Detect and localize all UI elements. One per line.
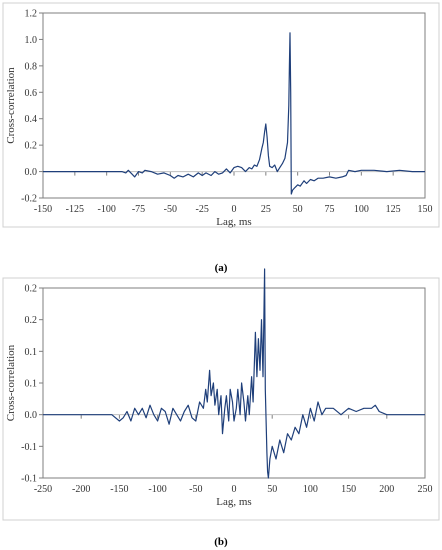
y-tick-label: 0.6 [25, 88, 38, 99]
y-tick-label: -0.1 [21, 474, 37, 485]
chart-panel-a: -0.2 0.0 0.2 0.4 0.6 0.8 1.0 1.2 -150 -125 -100 -75… [2, 2, 440, 274]
x-tick-label: 25 [261, 204, 271, 215]
x-tick-label: 50 [267, 484, 277, 495]
x-tick-label: 125 [386, 204, 401, 215]
chart-frame [2, 277, 440, 521]
x-tick-label: -150 [34, 204, 52, 215]
x-tick-label: 0 [232, 484, 237, 495]
chart-panel-b: -0.1 -0.1 0.0 0.1 0.1 0.2 0.2 -250 -200 -150 -100 -… [2, 268, 440, 548]
x-tick-label: -75 [132, 204, 145, 215]
x-tick-label: 0 [232, 204, 237, 215]
x-tick-label: 250 [418, 484, 433, 495]
y-tick-label: 0.2 [25, 284, 38, 295]
plot-area [42, 287, 426, 479]
y-tick-label: 0.0 [25, 167, 38, 178]
series-line [43, 268, 425, 479]
x-axis-title: Lag, ms [216, 216, 251, 228]
y-tick-label: 0.4 [25, 114, 38, 125]
x-tick-label: -200 [72, 484, 90, 495]
x-tick-label: 100 [303, 484, 318, 495]
y-tick-label: 0.2 [25, 315, 38, 326]
y-tick-label: 0.1 [25, 347, 38, 358]
chart-frame [2, 2, 440, 228]
x-tick-label: -150 [110, 484, 128, 495]
y-tick-label: 0.0 [25, 410, 38, 421]
y-tick-label: 1.0 [25, 35, 38, 46]
x-axis-title: Lag, ms [216, 496, 251, 508]
x-tick-label: -50 [164, 204, 177, 215]
y-axis-title: Cross-correlation [5, 67, 17, 144]
y-tick-label: 1.2 [25, 9, 38, 20]
x-tick-label: -25 [195, 204, 208, 215]
x-tick-label: 75 [325, 204, 335, 215]
x-tick-label: 50 [293, 204, 303, 215]
y-axis-title: Cross-correlation [5, 344, 17, 421]
y-tick-label: -0.1 [21, 442, 37, 453]
x-tick-label: -100 [97, 204, 115, 215]
plot-area [42, 12, 426, 199]
y-tick-label: -0.2 [21, 194, 37, 205]
x-tick-label: -100 [148, 484, 166, 495]
x-tick-label: 150 [418, 204, 433, 215]
series-line [43, 32, 425, 195]
x-tick-label: 100 [354, 204, 369, 215]
figure-caption: (a) [215, 262, 228, 274]
x-tick-label: 200 [379, 484, 394, 495]
y-tick-label: 0.1 [25, 379, 38, 390]
x-tick-label: -250 [34, 484, 52, 495]
x-tick-label: 150 [341, 484, 356, 495]
y-tick-label: 0.2 [25, 141, 38, 152]
figure-caption: (b) [214, 536, 228, 548]
y-tick-label: 0.8 [25, 61, 38, 72]
x-tick-label: -125 [66, 204, 84, 215]
x-tick-label: -50 [189, 484, 202, 495]
